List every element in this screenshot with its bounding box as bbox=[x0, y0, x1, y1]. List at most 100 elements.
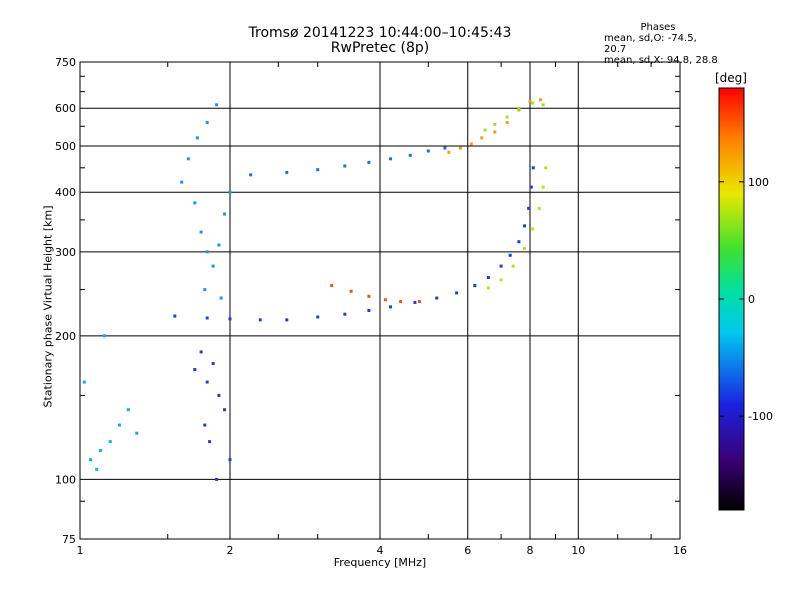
data-point bbox=[531, 101, 535, 105]
data-point bbox=[480, 136, 484, 140]
data-point bbox=[228, 317, 232, 321]
data-point bbox=[349, 289, 353, 293]
data-point bbox=[223, 212, 227, 216]
x-tick-label: 8 bbox=[527, 544, 534, 557]
data-point bbox=[447, 150, 451, 154]
data-point bbox=[367, 294, 371, 298]
stats-heading: Phases bbox=[640, 22, 676, 33]
data-point bbox=[529, 185, 533, 189]
x-tick-label: 1 bbox=[77, 544, 84, 557]
data-point bbox=[544, 166, 548, 170]
data-point bbox=[103, 334, 107, 338]
data-point bbox=[443, 146, 447, 150]
data-point bbox=[413, 300, 417, 304]
data-point bbox=[95, 467, 99, 471]
data-point bbox=[258, 318, 262, 322]
data-point bbox=[108, 440, 112, 444]
data-point bbox=[211, 264, 215, 268]
data-point bbox=[541, 185, 545, 189]
stats-x-line: mean, sd,X: 94.8, 28.8 bbox=[604, 55, 718, 66]
data-point bbox=[517, 108, 521, 112]
data-point bbox=[367, 308, 371, 312]
data-point bbox=[541, 103, 545, 107]
stats-o-line: mean, sd,O: -74.5, 20.7 bbox=[604, 33, 697, 55]
data-point bbox=[505, 115, 509, 119]
data-point bbox=[126, 408, 130, 412]
data-point bbox=[528, 99, 532, 103]
title-line-1: Tromsø 20141223 10:44:00–10:45:43 bbox=[248, 25, 512, 41]
data-point bbox=[211, 361, 215, 365]
data-point bbox=[531, 166, 535, 170]
data-point bbox=[539, 98, 543, 102]
x-tick-label: 10 bbox=[571, 544, 585, 557]
data-point bbox=[343, 164, 347, 168]
data-point bbox=[205, 316, 209, 320]
data-point bbox=[486, 286, 490, 290]
data-point bbox=[186, 157, 190, 161]
x-axis-label: Frequency [MHz] bbox=[333, 556, 427, 569]
x-tick-label: 16 bbox=[673, 544, 687, 557]
y-tick-label: 75 bbox=[62, 533, 76, 546]
data-point bbox=[399, 300, 403, 304]
data-point bbox=[531, 227, 535, 231]
data-point bbox=[205, 380, 209, 384]
data-point bbox=[285, 170, 289, 174]
phase-stats: Phases mean, sd,O: -74.5, 20.7 mean, sd,… bbox=[598, 22, 718, 66]
data-point bbox=[523, 224, 527, 228]
data-point bbox=[217, 243, 221, 247]
data-point bbox=[285, 318, 289, 322]
data-point bbox=[199, 230, 203, 234]
x-tick-label: 4 bbox=[377, 544, 384, 557]
y-tick-label: 500 bbox=[55, 140, 76, 153]
data-point bbox=[215, 103, 219, 107]
colorbar-unit: [deg] bbox=[715, 71, 747, 85]
data-point bbox=[228, 458, 232, 462]
y-tick-label: 750 bbox=[55, 56, 76, 69]
data-point bbox=[508, 253, 512, 257]
data-point bbox=[249, 173, 253, 177]
data-point bbox=[499, 278, 503, 282]
data-point bbox=[117, 423, 121, 427]
data-point bbox=[99, 448, 103, 452]
colorbar-tick-label: 0 bbox=[748, 293, 755, 306]
data-point bbox=[228, 190, 232, 194]
data-point bbox=[499, 264, 503, 268]
x-tick-label: 2 bbox=[227, 544, 234, 557]
x-tick-label: 6 bbox=[464, 544, 471, 557]
colorbar: [deg] 100 0 -100 bbox=[715, 71, 773, 511]
data-point bbox=[408, 153, 412, 157]
data-point bbox=[223, 408, 227, 412]
data-point bbox=[205, 250, 209, 254]
data-point bbox=[343, 312, 347, 316]
data-point bbox=[367, 160, 371, 164]
colorbar-tick-label: -100 bbox=[748, 410, 773, 423]
data-point bbox=[316, 315, 320, 319]
data-point bbox=[493, 130, 497, 134]
data-point bbox=[473, 283, 477, 287]
title-line-2: RwPretec (8p) bbox=[330, 40, 430, 56]
data-point bbox=[219, 296, 223, 300]
data-point bbox=[89, 458, 93, 462]
data-point bbox=[426, 149, 430, 153]
data-point bbox=[82, 380, 86, 384]
data-point bbox=[527, 206, 531, 210]
data-point bbox=[511, 264, 515, 268]
data-point bbox=[493, 122, 497, 126]
data-point bbox=[173, 314, 177, 318]
y-tick-label: 100 bbox=[55, 473, 76, 486]
y-tick-label: 600 bbox=[55, 102, 76, 115]
data-point bbox=[537, 206, 541, 210]
data-point bbox=[389, 157, 393, 161]
plot-frame bbox=[79, 61, 681, 540]
data-point bbox=[180, 180, 184, 184]
data-point bbox=[203, 423, 207, 427]
data-point bbox=[458, 146, 462, 150]
y-tick-label: 200 bbox=[55, 330, 76, 343]
data-point bbox=[193, 201, 197, 205]
data-point bbox=[383, 298, 387, 302]
data-point bbox=[483, 128, 487, 132]
data-point bbox=[217, 393, 221, 397]
colorbar-tick-label: 100 bbox=[748, 176, 769, 189]
data-point bbox=[316, 168, 320, 172]
